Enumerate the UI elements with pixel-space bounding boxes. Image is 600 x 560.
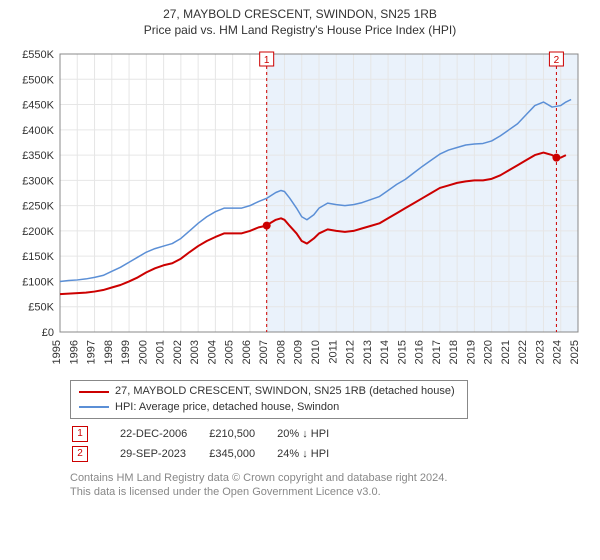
svg-text:2009: 2009 bbox=[293, 340, 305, 364]
sale-pct-2: 24% ↓ HPI bbox=[277, 445, 349, 463]
sale-marker-2: 2 bbox=[72, 446, 88, 462]
sale-pct-1: 20% ↓ HPI bbox=[277, 425, 349, 443]
license-line-2: This data is licensed under the Open Gov… bbox=[70, 485, 590, 499]
svg-text:2005: 2005 bbox=[224, 340, 236, 364]
svg-text:2025: 2025 bbox=[569, 340, 581, 364]
svg-text:2010: 2010 bbox=[310, 340, 322, 364]
license-line-1: Contains HM Land Registry data © Crown c… bbox=[70, 471, 590, 485]
chart-title-line1: 27, MAYBOLD CRESCENT, SWINDON, SN25 1RB bbox=[10, 6, 590, 22]
chart-plot: £0 £50K £100K £150K £200K £250K £300K £350K £400… bbox=[10, 44, 590, 374]
chart-svg: £0 £50K £100K £150K £200K £250K £300K £350K £400… bbox=[10, 44, 590, 374]
svg-text:2008: 2008 bbox=[275, 340, 287, 364]
svg-text:2014: 2014 bbox=[379, 340, 391, 364]
svg-text:2019: 2019 bbox=[465, 340, 477, 364]
legend: 27, MAYBOLD CRESCENT, SWINDON, SN25 1RB … bbox=[70, 380, 468, 419]
svg-text:£450K: £450K bbox=[22, 100, 54, 112]
legend-label-hpi: HPI: Average price, detached house, Swin… bbox=[115, 400, 339, 415]
svg-text:2021: 2021 bbox=[500, 340, 512, 364]
svg-text:2012: 2012 bbox=[345, 340, 357, 364]
svg-text:1995: 1995 bbox=[51, 340, 63, 364]
svg-text:2015: 2015 bbox=[396, 340, 408, 364]
svg-text:2016: 2016 bbox=[414, 340, 426, 364]
svg-text:£550K: £550K bbox=[22, 49, 54, 61]
legend-swatch-property bbox=[79, 391, 109, 393]
sale-date-1: 22-DEC-2006 bbox=[120, 425, 207, 443]
legend-item-property: 27, MAYBOLD CRESCENT, SWINDON, SN25 1RB … bbox=[79, 384, 459, 399]
chart-title-line2: Price paid vs. HM Land Registry's House … bbox=[10, 22, 590, 38]
svg-text:2001: 2001 bbox=[155, 340, 167, 364]
svg-text:2002: 2002 bbox=[172, 340, 184, 364]
svg-text:2004: 2004 bbox=[206, 340, 218, 364]
sale-row-2: 2 29-SEP-2023 £345,000 24% ↓ HPI bbox=[72, 445, 349, 463]
svg-text:2003: 2003 bbox=[189, 340, 201, 364]
svg-text:2022: 2022 bbox=[517, 340, 529, 364]
svg-text:£300K: £300K bbox=[22, 176, 54, 188]
svg-text:1: 1 bbox=[264, 55, 270, 66]
sales-table: 1 22-DEC-2006 £210,500 20% ↓ HPI 2 29-SE… bbox=[70, 423, 351, 465]
svg-text:2011: 2011 bbox=[327, 340, 339, 364]
svg-text:2023: 2023 bbox=[534, 340, 546, 364]
svg-text:£0: £0 bbox=[42, 327, 54, 339]
svg-text:£50K: £50K bbox=[28, 302, 54, 314]
legend-swatch-hpi bbox=[79, 406, 109, 408]
svg-text:2017: 2017 bbox=[431, 340, 443, 364]
svg-text:£250K: £250K bbox=[22, 201, 54, 213]
svg-text:1998: 1998 bbox=[103, 340, 115, 364]
svg-text:2006: 2006 bbox=[241, 340, 253, 364]
chart-container: 27, MAYBOLD CRESCENT, SWINDON, SN25 1RB … bbox=[0, 0, 600, 560]
svg-text:1996: 1996 bbox=[68, 340, 80, 364]
svg-text:2013: 2013 bbox=[362, 340, 374, 364]
legend-item-hpi: HPI: Average price, detached house, Swin… bbox=[79, 400, 459, 415]
sale-price-2: £345,000 bbox=[209, 445, 275, 463]
sale-date-2: 29-SEP-2023 bbox=[120, 445, 207, 463]
svg-text:£500K: £500K bbox=[22, 75, 54, 87]
svg-text:£400K: £400K bbox=[22, 125, 54, 137]
svg-text:1999: 1999 bbox=[120, 340, 132, 364]
svg-text:2007: 2007 bbox=[258, 340, 270, 364]
svg-text:2024: 2024 bbox=[552, 340, 564, 364]
svg-text:2: 2 bbox=[554, 55, 560, 66]
sale-row-1: 1 22-DEC-2006 £210,500 20% ↓ HPI bbox=[72, 425, 349, 443]
legend-label-property: 27, MAYBOLD CRESCENT, SWINDON, SN25 1RB … bbox=[115, 384, 455, 399]
svg-text:2000: 2000 bbox=[137, 340, 149, 364]
svg-text:£350K: £350K bbox=[22, 150, 54, 162]
sale-price-1: £210,500 bbox=[209, 425, 275, 443]
license-text: Contains HM Land Registry data © Crown c… bbox=[70, 471, 590, 500]
svg-text:2020: 2020 bbox=[483, 340, 495, 364]
svg-text:£150K: £150K bbox=[22, 252, 54, 264]
svg-text:1997: 1997 bbox=[86, 340, 98, 364]
svg-text:£200K: £200K bbox=[22, 226, 54, 238]
svg-text:2018: 2018 bbox=[448, 340, 460, 364]
sale-marker-1: 1 bbox=[72, 426, 88, 442]
svg-text:£100K: £100K bbox=[22, 277, 54, 289]
